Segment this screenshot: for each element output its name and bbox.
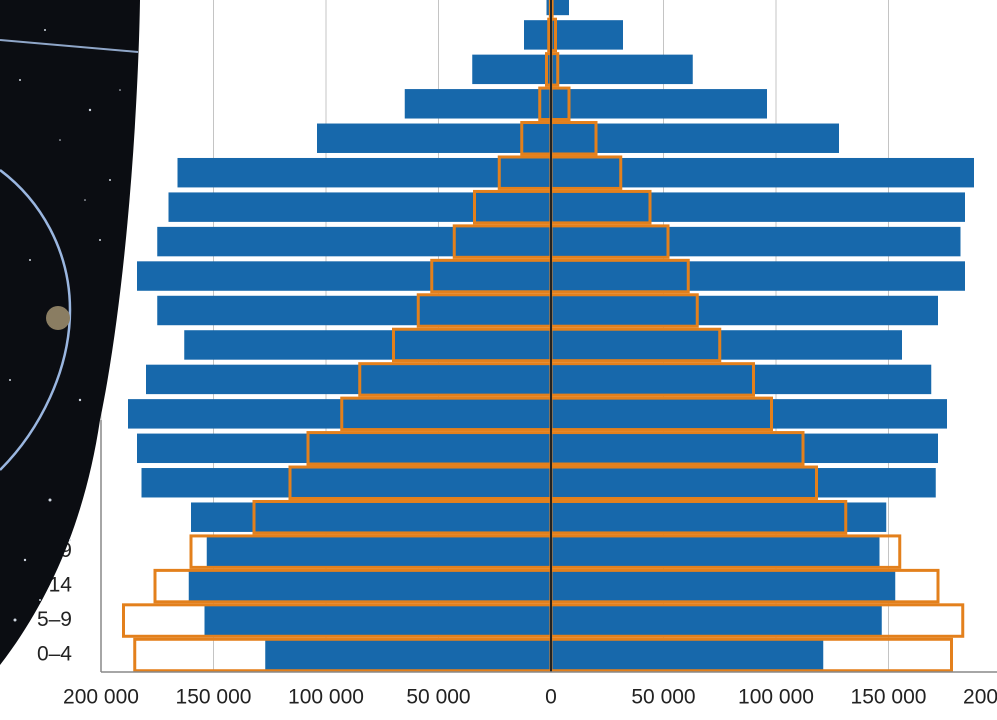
bar xyxy=(551,295,938,326)
x-tick-label: 150 000 xyxy=(176,686,252,709)
bar xyxy=(551,433,938,464)
bar xyxy=(141,468,551,498)
bar xyxy=(551,0,569,16)
bar xyxy=(551,605,882,636)
bar xyxy=(168,192,551,222)
bar xyxy=(551,502,887,532)
bar xyxy=(191,502,551,532)
x-tick-label: 150 000 xyxy=(851,686,927,709)
x-tick-label: 100 000 xyxy=(288,686,364,709)
bar xyxy=(404,89,551,119)
bar xyxy=(551,157,974,188)
planet xyxy=(46,306,70,330)
x-tick-label: 50 000 xyxy=(406,686,470,709)
plot-area: 200 000 150 000 100 000 50 000 0 50 000 100 00… xyxy=(14,0,997,709)
bar xyxy=(551,20,623,50)
x-tick-label: 200 000 xyxy=(63,686,139,709)
bar xyxy=(157,295,551,326)
photo-background xyxy=(0,0,140,665)
space-photo xyxy=(0,0,140,665)
x-tick-label: 0 xyxy=(545,686,557,709)
bar xyxy=(184,330,551,360)
bar xyxy=(524,20,551,50)
bar xyxy=(472,54,551,85)
bar xyxy=(551,536,880,567)
bar xyxy=(157,226,551,257)
y-tick-label: 0–4 xyxy=(37,643,72,666)
bar xyxy=(206,536,551,567)
bar xyxy=(128,399,551,429)
orbit xyxy=(0,39,139,53)
orbit xyxy=(0,169,72,471)
bar xyxy=(551,261,965,291)
y-tick-label: 5–9 xyxy=(37,608,72,631)
x-tick-label: 200 000 xyxy=(963,686,997,709)
bar xyxy=(551,468,936,498)
x-tick-label: 50 000 xyxy=(631,686,695,709)
bar xyxy=(546,0,551,16)
bar xyxy=(551,399,947,429)
bar xyxy=(551,192,965,222)
bar xyxy=(551,330,902,360)
bar xyxy=(551,571,896,601)
bar xyxy=(188,571,551,601)
bar xyxy=(137,261,551,291)
stars xyxy=(9,29,121,622)
bar xyxy=(551,123,839,153)
bar xyxy=(265,640,551,670)
bar xyxy=(551,89,767,119)
bar xyxy=(146,364,551,395)
bar xyxy=(551,640,824,670)
x-tick-label: 100 000 xyxy=(738,686,814,709)
bar xyxy=(551,364,932,395)
bar xyxy=(177,157,551,188)
bar xyxy=(137,433,551,464)
bar xyxy=(551,226,961,257)
bar xyxy=(204,605,551,636)
bar xyxy=(317,123,551,153)
bar xyxy=(551,54,693,85)
